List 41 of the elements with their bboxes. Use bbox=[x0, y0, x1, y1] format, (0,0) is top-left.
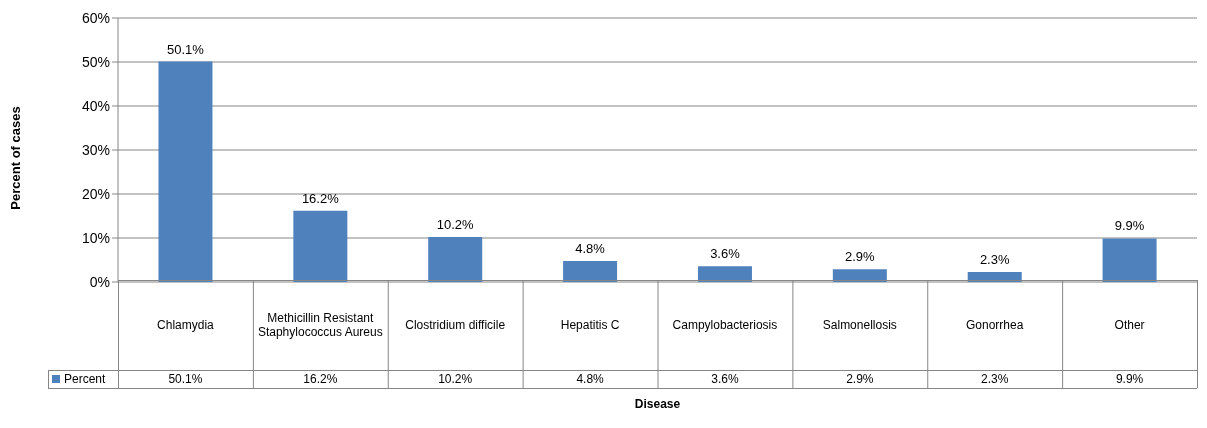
data-label: 4.8% bbox=[575, 371, 605, 388]
data-label: 9.9% bbox=[1114, 371, 1145, 388]
text: 3.6% bbox=[710, 246, 740, 262]
y-tick-label: 50% bbox=[81, 53, 110, 70]
bar bbox=[832, 269, 887, 282]
bar bbox=[293, 210, 348, 282]
y-tick-label: 60% bbox=[81, 9, 110, 26]
bar bbox=[158, 61, 213, 282]
bar bbox=[697, 266, 752, 282]
y-tick-label: 20% bbox=[81, 185, 110, 202]
bar bbox=[428, 237, 483, 282]
y-tick-label: 0% bbox=[89, 273, 110, 290]
data-label: 3.6% bbox=[710, 371, 740, 388]
x-tick-label: Chlamydia bbox=[157, 318, 214, 332]
x-tick-label: Campylobacteriosis bbox=[672, 318, 778, 332]
data-label: 2.3% bbox=[980, 371, 1010, 388]
x-tick-label: Salmonellosis bbox=[822, 318, 897, 332]
text: 2.9% bbox=[845, 249, 875, 265]
bar bbox=[563, 260, 618, 282]
legend-label: Percent bbox=[63, 372, 106, 386]
y-tick-label: 40% bbox=[81, 97, 110, 114]
y-tick-label: 30% bbox=[81, 141, 110, 158]
x-tick-label: Clostridium difficile bbox=[405, 318, 506, 332]
x-tick-label: Other bbox=[1114, 318, 1145, 332]
y-axis-title: Percent of cases bbox=[7, 106, 23, 210]
x-tick-label: Gonorrhea bbox=[966, 318, 1024, 332]
text: 4.8% bbox=[575, 240, 605, 256]
x-tick-label: Hepatitis C bbox=[560, 318, 620, 332]
data-label: 50.1% bbox=[167, 371, 204, 388]
text: 10.2% bbox=[436, 217, 474, 233]
bar bbox=[1102, 238, 1157, 282]
x-tick-label: Methicillin Resistant Staphylococcus Aureus bbox=[256, 311, 384, 339]
x-axis-title: Disease bbox=[634, 397, 681, 411]
text: 50.1% bbox=[167, 41, 204, 57]
text: 9.9% bbox=[1114, 218, 1145, 234]
data-label: 2.9% bbox=[845, 371, 875, 388]
text: 2.3% bbox=[979, 251, 1010, 267]
text: 16.2% bbox=[301, 190, 339, 206]
y-tick-label: 10% bbox=[81, 229, 110, 246]
data-label: 10.2% bbox=[437, 371, 474, 388]
data-label: 16.2% bbox=[302, 371, 339, 388]
